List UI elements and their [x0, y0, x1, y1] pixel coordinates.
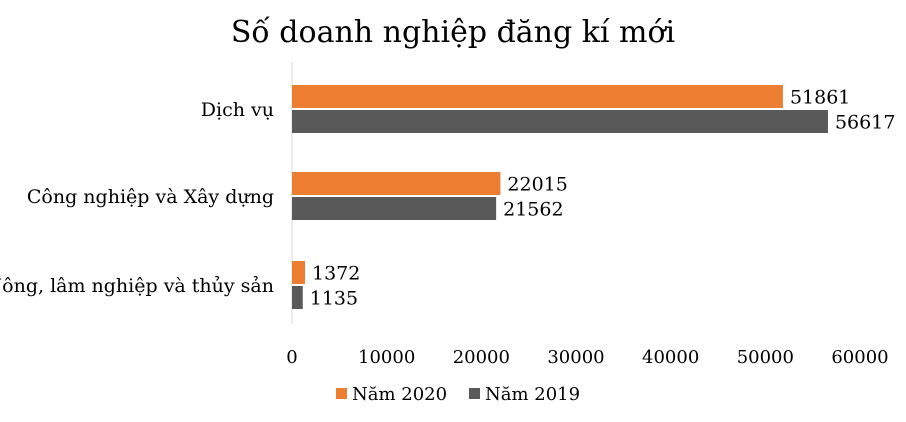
x-axis-ticks: 0 10000 20000 30000 40000 50000 60000: [286, 347, 888, 368]
x-tick-label: 10000: [358, 347, 415, 368]
data-label: 22015: [507, 174, 567, 196]
bar-nam-2020: [292, 172, 501, 195]
x-tick-label: 0: [286, 347, 297, 368]
data-label: 21562: [503, 199, 563, 221]
data-label: 56617: [835, 112, 895, 134]
legend-swatch: [336, 388, 347, 399]
bars: [292, 85, 828, 309]
data-label: 1135: [310, 288, 358, 310]
x-tick-label: 20000: [453, 347, 510, 368]
chart-title: Số doanh nghiệp đăng kí mới: [231, 15, 675, 50]
data-labels: 51861 56617 22015 21562 1372 1135: [310, 87, 896, 310]
legend: Năm 2020 Năm 2019: [336, 384, 580, 405]
x-tick-label: 30000: [547, 347, 604, 368]
legend-swatch: [469, 388, 480, 399]
bar-nam-2019: [292, 110, 828, 133]
bar-nam-2019: [292, 197, 497, 220]
legend-label: Năm 2020: [352, 384, 447, 405]
category-label: Dịch vụ: [201, 99, 274, 121]
data-label: 51861: [790, 87, 850, 109]
category-label: Công nghiệp và Xây dựng: [27, 186, 274, 208]
bar-nam-2020: [292, 85, 783, 108]
legend-label: Năm 2019: [485, 384, 580, 405]
category-label: Nông, lâm nghiệp và thủy sản: [0, 275, 274, 297]
data-label: 1372: [312, 263, 360, 285]
x-tick-label: 50000: [737, 347, 794, 368]
x-tick-label: 60000: [831, 347, 888, 368]
category-labels: Dịch vụ Công nghiệp và Xây dựng Nông, lâm …: [0, 99, 274, 297]
x-tick-label: 40000: [642, 347, 699, 368]
bar-nam-2020: [292, 261, 305, 284]
bar-nam-2019: [292, 286, 303, 309]
